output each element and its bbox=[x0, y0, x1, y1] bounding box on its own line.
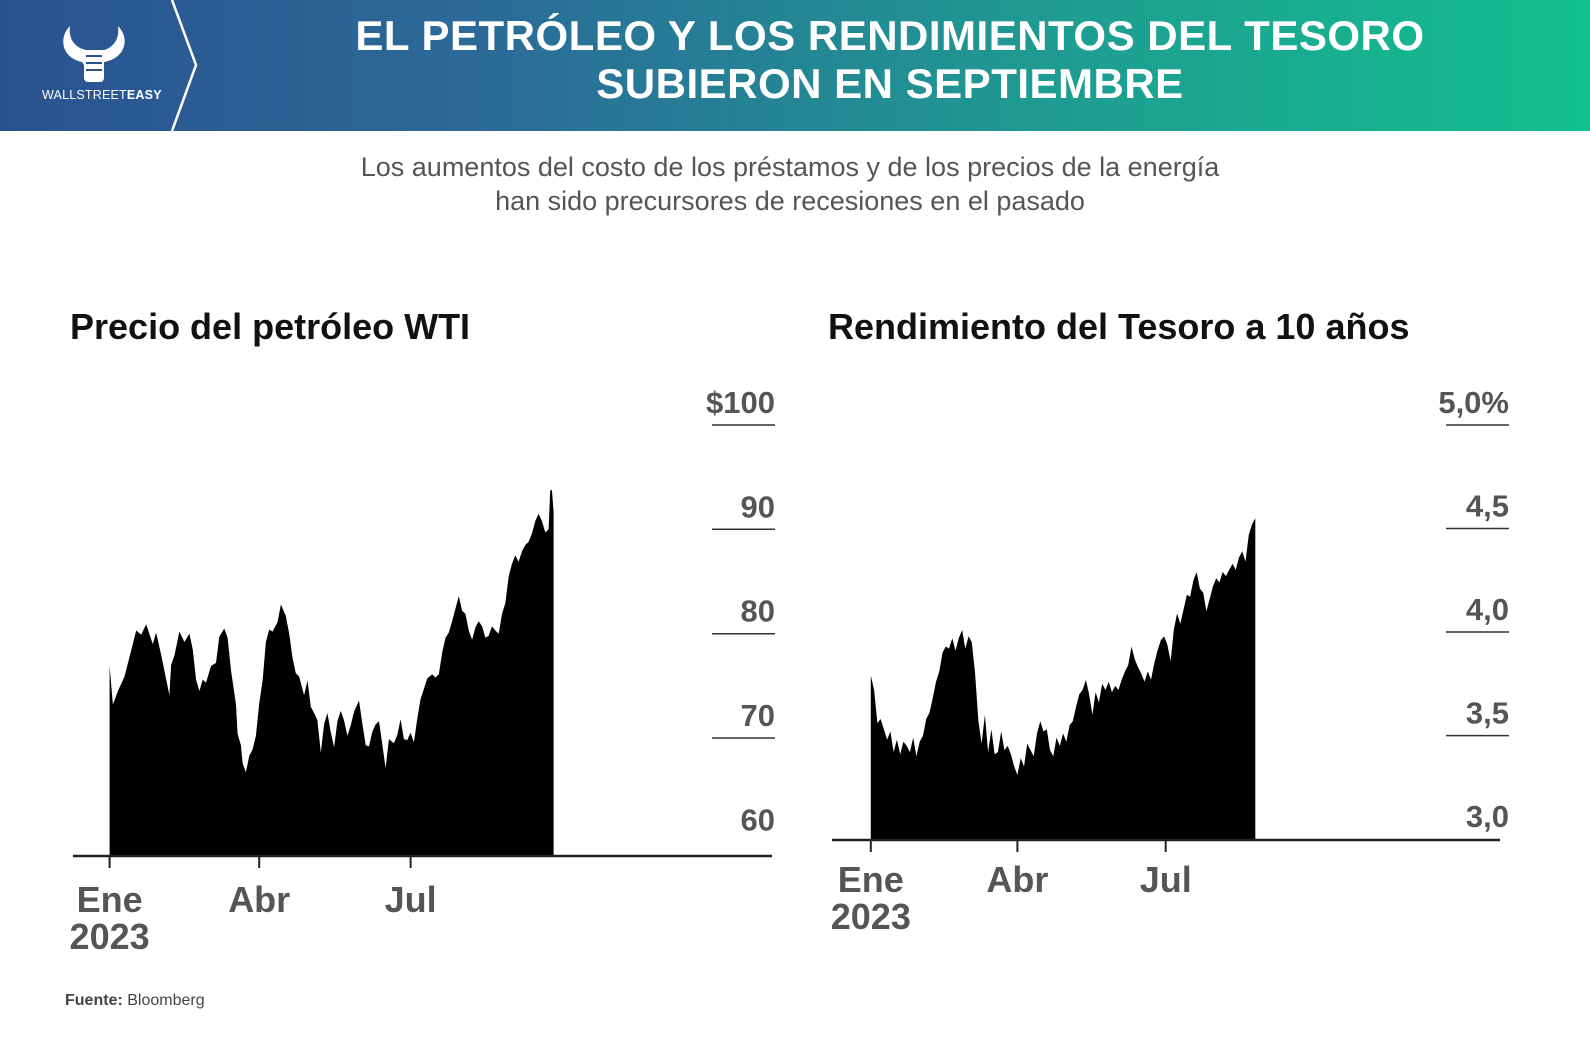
wti-x-tick-year-label: 2023 bbox=[70, 916, 150, 957]
page-subtitle: Los aumentos del costo de los préstamos … bbox=[0, 150, 1580, 218]
wti-chart-title: Precio del petróleo WTI bbox=[70, 306, 471, 347]
brand-wordmark: WALLSTREETEASY bbox=[42, 88, 162, 102]
bull-hand-icon bbox=[63, 26, 125, 82]
wti-y-tick-label: 80 bbox=[741, 594, 775, 629]
brand-logo[interactable]: WALLSTREETEASY bbox=[0, 0, 178, 131]
page-title-line-2: SUBIERON EN SEPTIEMBRE bbox=[596, 60, 1184, 107]
source-label: Fuente: bbox=[65, 992, 123, 1009]
page-title: EL PETRÓLEO Y LOS RENDIMIENTOS DEL TESOR… bbox=[210, 12, 1570, 108]
source-note: Fuente: Bloomberg bbox=[65, 992, 205, 1010]
wti-x-tick-label: Jul bbox=[385, 879, 437, 920]
wti-y-tick-label: 90 bbox=[741, 489, 775, 524]
wti-x-tick-label: Ene bbox=[77, 879, 143, 920]
wti-y-tick-label: $100 bbox=[706, 385, 775, 420]
wti-area-series bbox=[109, 489, 554, 856]
source-name: Bloomberg bbox=[127, 992, 205, 1009]
header-divider-chevron bbox=[170, 0, 198, 131]
treasury-chart-title: Rendimiento del Tesoro a 10 años bbox=[828, 306, 1410, 347]
page-title-line-1: EL PETRÓLEO Y LOS RENDIMIENTOS DEL TESOR… bbox=[355, 12, 1425, 59]
wti-y-tick-label: 60 bbox=[741, 802, 775, 837]
subtitle-line-1: Los aumentos del costo de los préstamos … bbox=[360, 152, 1220, 182]
wti-y-tick-label: 70 bbox=[741, 698, 775, 733]
subtitle-line-2: han sido precursores de recesiones en el… bbox=[495, 186, 1085, 216]
header-banner: WALLSTREETEASY EL PETRÓLEO Y LOS RENDIMI… bbox=[0, 0, 1590, 131]
wti-x-tick-label: Abr bbox=[228, 879, 290, 920]
